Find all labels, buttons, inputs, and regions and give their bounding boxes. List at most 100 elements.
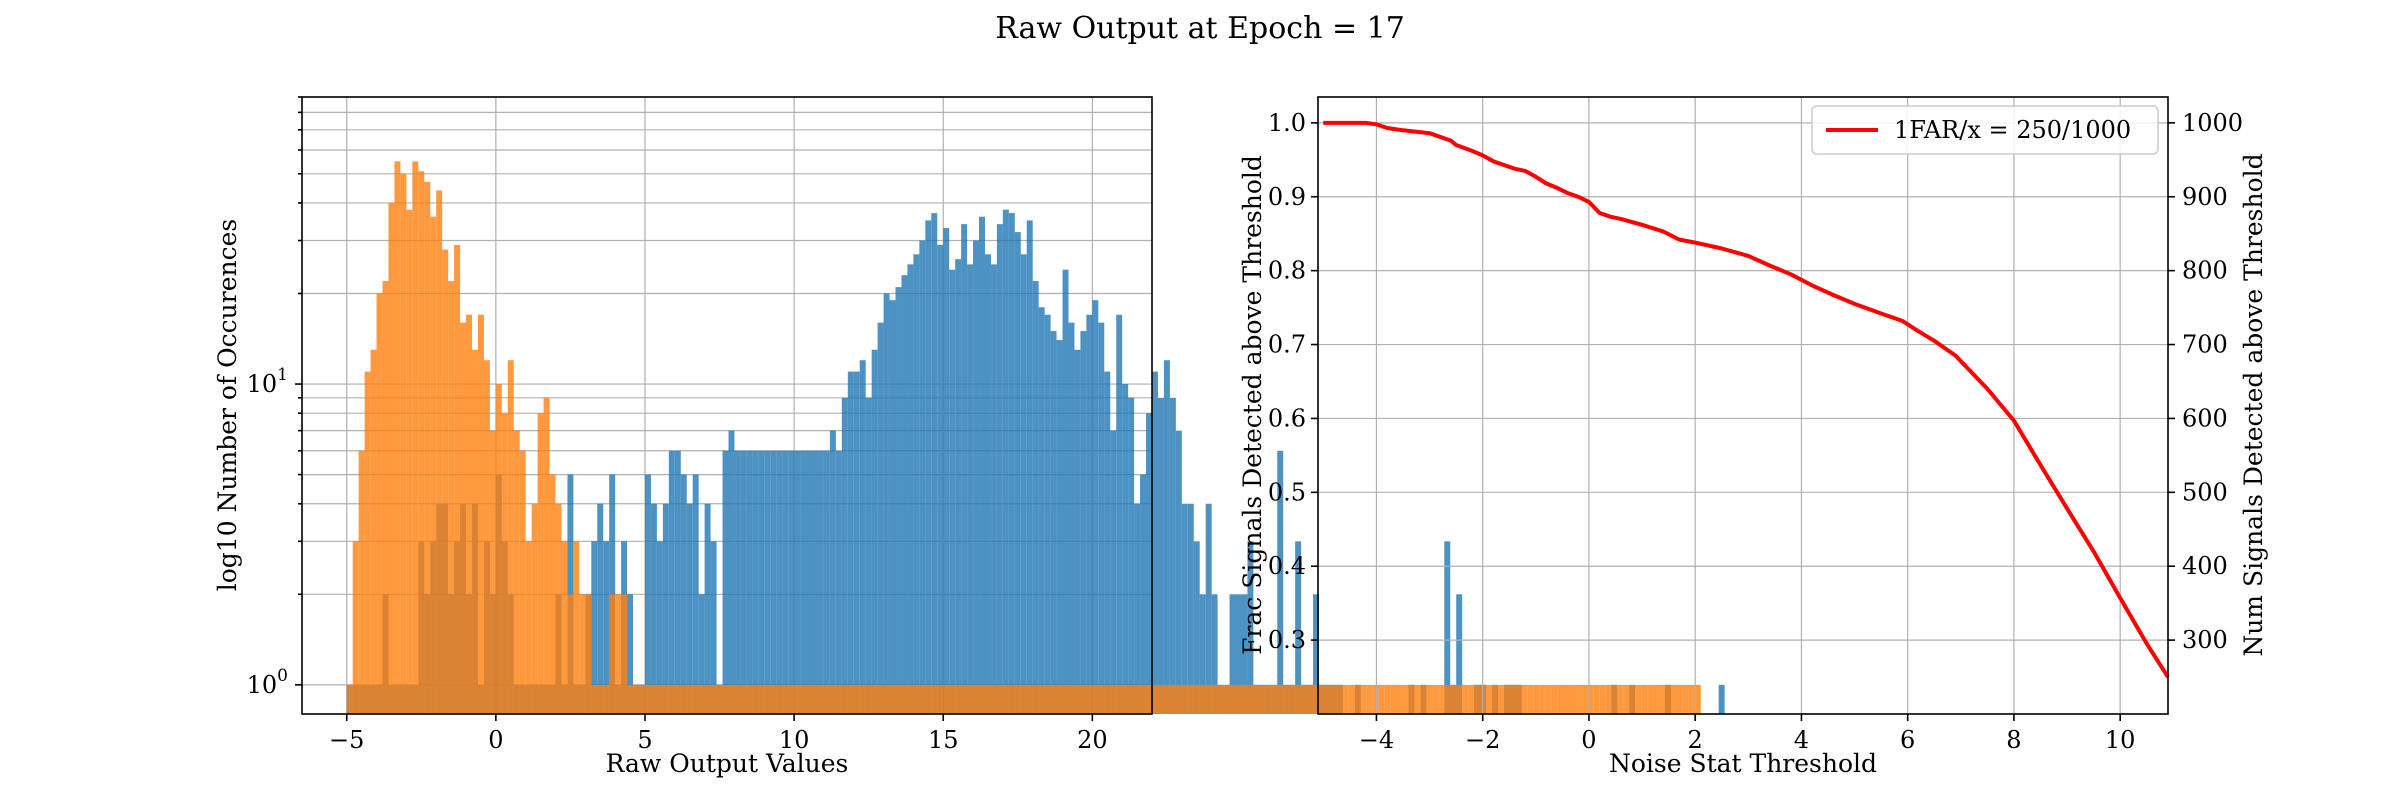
histogram-bar [1521, 684, 1528, 714]
histogram-bar [949, 269, 956, 714]
histogram-bar [662, 503, 669, 714]
histogram-bar [776, 450, 783, 714]
histogram-bar [1211, 684, 1218, 714]
histogram-bar [513, 430, 520, 714]
histogram-bar [352, 541, 359, 714]
histogram-bar [1456, 684, 1463, 714]
histogram-bar [1026, 220, 1033, 714]
histogram-x-label: Raw Output Values [606, 749, 849, 778]
histogram-bar [883, 684, 890, 714]
histogram-bar [472, 349, 478, 714]
line-y-tick-label: 0.8 [1268, 257, 1306, 285]
histogram-bar [901, 684, 908, 714]
histogram-bar [1324, 684, 1331, 714]
histogram-bar [525, 541, 532, 714]
histogram-bar [1623, 684, 1630, 714]
histogram-bars [346, 161, 1725, 715]
line-y2-tick-label: 700 [2182, 331, 2228, 359]
line-y-tick-label: 1.0 [1268, 109, 1306, 137]
histogram-bar [746, 450, 753, 714]
histogram-bar [1140, 474, 1147, 714]
histogram-bar [1456, 594, 1463, 714]
histogram-bar [1032, 281, 1039, 714]
histogram-bar [1378, 684, 1385, 714]
histogram-bar [531, 503, 538, 714]
histogram-bar [817, 684, 824, 714]
histogram-y-label: log10 Number of Occurences [213, 219, 242, 592]
histogram-bar [764, 450, 771, 714]
histogram-bar [961, 224, 968, 714]
histogram-bar [1146, 413, 1152, 714]
histogram-bar [1199, 594, 1206, 714]
line-ticks: −4 −2 0 2 4 6 8 10 0.3 0.4 0.5 0.6 0.7 0.8 0.9 1.0 300 40… [1268, 109, 2243, 754]
histogram-bar [1396, 684, 1403, 714]
histogram-bar [1295, 541, 1302, 714]
histogram-bar [603, 684, 610, 714]
histogram-bar [1187, 503, 1194, 714]
histogram-bar [740, 450, 747, 714]
histogram-bar [1152, 371, 1158, 714]
histogram-bar [1426, 684, 1433, 714]
histogram-bar [1116, 314, 1123, 714]
histogram-bar [1044, 684, 1051, 714]
histogram-bar [537, 413, 544, 714]
histogram-bar [913, 684, 920, 714]
histogram-bar [817, 450, 824, 714]
line-y-tick-label: 0.7 [1268, 331, 1306, 359]
histogram-bar [1539, 684, 1546, 714]
histogram-bar [1098, 684, 1105, 714]
histogram-bar [1641, 684, 1648, 714]
histogram-bar [812, 684, 818, 714]
histogram-bar [1157, 397, 1164, 714]
histogram-bar [1020, 684, 1027, 714]
histogram-bar [877, 684, 884, 714]
line-x-tick-label: 2 [1688, 726, 1703, 754]
histogram-bar [1581, 684, 1588, 714]
histogram-bar [1169, 684, 1176, 714]
histogram-bar [1134, 503, 1141, 714]
histogram-bar [758, 684, 765, 714]
histogram-bar [1670, 684, 1677, 714]
histogram-bar [925, 220, 932, 714]
legend: 1FAR/x = 250/1000 [1811, 105, 2159, 155]
histogram-bar [412, 161, 419, 715]
histogram-bar [979, 216, 985, 714]
histogram-bar [1408, 684, 1415, 714]
line-x-tick-label: 4 [1794, 726, 1809, 754]
histogram-bar [1223, 684, 1230, 714]
histogram-bar [519, 450, 526, 714]
histogram-bar [418, 171, 425, 715]
histogram-bar [400, 173, 407, 715]
histogram-bar [501, 413, 508, 714]
histogram-bar [442, 249, 449, 714]
histogram-bar [967, 684, 974, 714]
histogram-bar [370, 349, 377, 714]
histogram-bar [1169, 397, 1176, 714]
histogram-bar [937, 244, 944, 715]
histogram-bar [955, 259, 962, 714]
histogram-bar [937, 684, 944, 714]
line-y-tick-label: 0.3 [1268, 626, 1306, 654]
histogram-bar [424, 181, 431, 714]
histogram-bar [931, 684, 938, 714]
histogram-bar [1110, 684, 1117, 714]
histogram-bar [1718, 684, 1725, 714]
histogram-bar [1199, 684, 1206, 714]
histogram-bar [722, 684, 729, 714]
histogram-bar [543, 397, 550, 714]
histogram-bar [990, 684, 997, 714]
line-frame [1317, 96, 2169, 715]
histogram-bar [722, 450, 729, 714]
histogram-bar [1587, 684, 1594, 714]
histogram-bar [889, 300, 896, 714]
histogram-bar [1557, 684, 1564, 714]
line-y-tick-label: 0.4 [1268, 552, 1306, 580]
histogram-bar [1599, 684, 1606, 714]
histogram-bar [1235, 684, 1242, 714]
line-x-tick-label: 0 [1581, 726, 1596, 754]
histogram-bar [1265, 684, 1272, 714]
histogram-bar [1128, 397, 1135, 714]
histogram-frame [301, 96, 1153, 715]
